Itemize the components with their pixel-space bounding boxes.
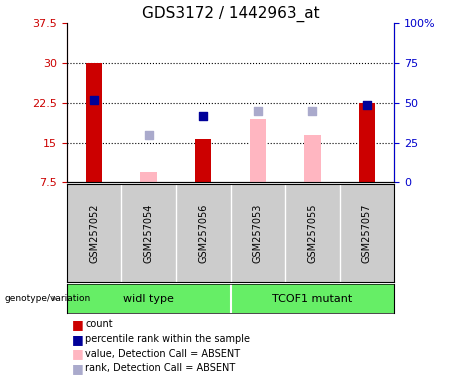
Text: ■: ■ <box>71 333 83 346</box>
Bar <box>359 103 375 182</box>
Text: GSM257057: GSM257057 <box>362 204 372 263</box>
Text: genotype/variation: genotype/variation <box>5 294 91 303</box>
Text: GSM257053: GSM257053 <box>253 204 263 263</box>
Bar <box>249 119 266 182</box>
Text: GSM257056: GSM257056 <box>198 204 208 263</box>
Bar <box>304 135 320 182</box>
Text: count: count <box>85 319 113 329</box>
Title: GDS3172 / 1442963_at: GDS3172 / 1442963_at <box>142 5 319 22</box>
Text: widl type: widl type <box>123 293 174 304</box>
Bar <box>86 63 102 182</box>
Bar <box>195 139 212 182</box>
Bar <box>141 172 157 182</box>
Text: ■: ■ <box>71 318 83 331</box>
Text: percentile rank within the sample: percentile rank within the sample <box>85 334 250 344</box>
Point <box>90 97 98 103</box>
Point <box>254 108 261 114</box>
Text: GSM257054: GSM257054 <box>144 204 154 263</box>
Text: value, Detection Call = ABSENT: value, Detection Call = ABSENT <box>85 349 240 359</box>
Point <box>309 108 316 114</box>
Text: GSM257055: GSM257055 <box>307 204 317 263</box>
Point <box>363 102 371 108</box>
Text: ■: ■ <box>71 362 83 375</box>
Point <box>200 113 207 119</box>
Point <box>145 131 152 138</box>
Text: GSM257052: GSM257052 <box>89 204 99 263</box>
Text: rank, Detection Call = ABSENT: rank, Detection Call = ABSENT <box>85 363 236 373</box>
Text: TCOF1 mutant: TCOF1 mutant <box>272 293 353 304</box>
Text: ■: ■ <box>71 347 83 360</box>
